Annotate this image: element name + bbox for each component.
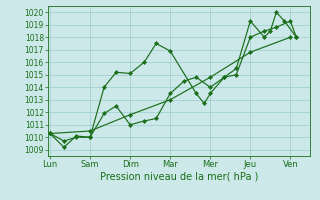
- X-axis label: Pression niveau de la mer( hPa ): Pression niveau de la mer( hPa ): [100, 172, 258, 182]
